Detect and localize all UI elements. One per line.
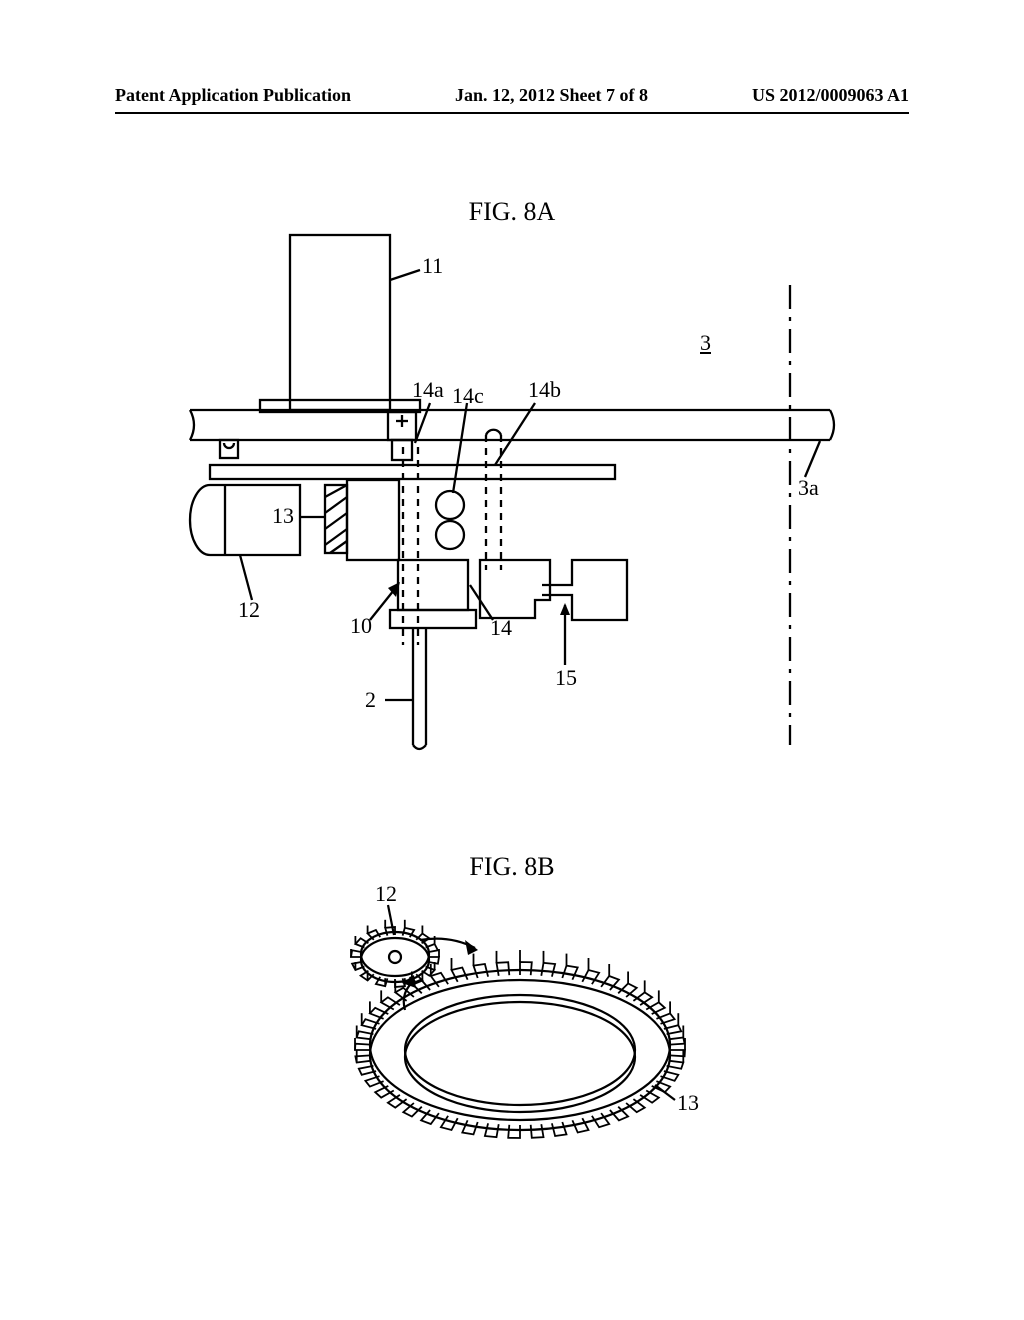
ref-13b: 13: [677, 1090, 699, 1116]
ref-13: 13: [272, 503, 294, 529]
fig-8b-title: FIG. 8B: [0, 852, 1024, 882]
ref-15: 15: [555, 665, 577, 691]
ref-10: 10: [350, 613, 372, 639]
ref-14c: 14c: [452, 383, 484, 409]
ref-12b: 12: [375, 881, 397, 907]
header-center: Jan. 12, 2012 Sheet 7 of 8: [455, 85, 648, 106]
ref-3a: 3a: [798, 475, 819, 501]
fig-8b-drawing: 12 13: [320, 885, 720, 1185]
ref-11: 11: [422, 253, 443, 279]
ref-12: 12: [238, 597, 260, 623]
fig-8a-drawing: 11 3 14a 14c 14b 13 3a 12 10 14 15 2: [170, 225, 870, 765]
ref-14a: 14a: [412, 377, 444, 403]
ref-2: 2: [365, 687, 376, 713]
ref-14: 14: [490, 615, 512, 641]
header-rule: [115, 112, 909, 114]
ref-14b: 14b: [528, 377, 561, 403]
fig-8a-title: FIG. 8A: [0, 197, 1024, 227]
page-header: Patent Application Publication Jan. 12, …: [115, 85, 909, 106]
patent-page: Patent Application Publication Jan. 12, …: [0, 0, 1024, 1320]
header-left: Patent Application Publication: [115, 85, 351, 106]
ref-3: 3: [700, 330, 711, 356]
header-right: US 2012/0009063 A1: [752, 85, 909, 106]
